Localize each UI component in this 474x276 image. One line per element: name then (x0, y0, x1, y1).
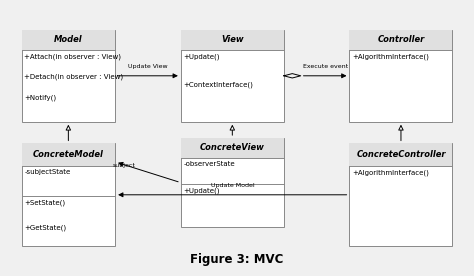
Bar (349, 144, 453, 246)
Text: Figure 3: MVC: Figure 3: MVC (191, 253, 283, 266)
Text: ConcreteModel: ConcreteModel (33, 150, 104, 159)
Bar (349, 144, 453, 166)
Bar (181, 138, 284, 227)
Text: Controller: Controller (377, 35, 425, 44)
Text: +AlgorithmInterface(): +AlgorithmInterface() (352, 169, 429, 176)
Text: View: View (221, 35, 244, 44)
Text: +Update(): +Update() (183, 187, 220, 194)
Bar (349, 30, 453, 122)
Text: ConcreteController: ConcreteController (356, 150, 446, 159)
Bar (21, 30, 115, 122)
Text: Update View: Update View (128, 64, 168, 69)
Bar (21, 144, 115, 246)
Bar (349, 30, 453, 50)
Bar (21, 30, 115, 50)
Bar (181, 30, 284, 122)
Text: Execute event: Execute event (302, 64, 347, 69)
Text: ConcreteView: ConcreteView (200, 143, 265, 152)
Text: -observerState: -observerState (183, 161, 235, 167)
Text: +GetState(): +GetState() (24, 225, 66, 231)
Text: +Attach(in observer : View): +Attach(in observer : View) (24, 53, 121, 60)
Text: +ContextInterface(): +ContextInterface() (183, 82, 254, 89)
Bar (181, 138, 284, 158)
Bar (21, 144, 115, 166)
Text: +Notify(): +Notify() (24, 94, 56, 101)
Text: +Update(): +Update() (183, 53, 220, 60)
Text: Model: Model (54, 35, 82, 44)
Text: +Detach(in observer : View): +Detach(in observer : View) (24, 74, 123, 80)
Text: +AlgorithmInterface(): +AlgorithmInterface() (352, 53, 429, 60)
Text: Update Model: Update Model (210, 183, 254, 188)
Text: -subjectState: -subjectState (24, 169, 71, 175)
Text: subject: subject (113, 163, 136, 168)
Text: +SetState(): +SetState() (24, 200, 65, 206)
Bar (181, 30, 284, 50)
